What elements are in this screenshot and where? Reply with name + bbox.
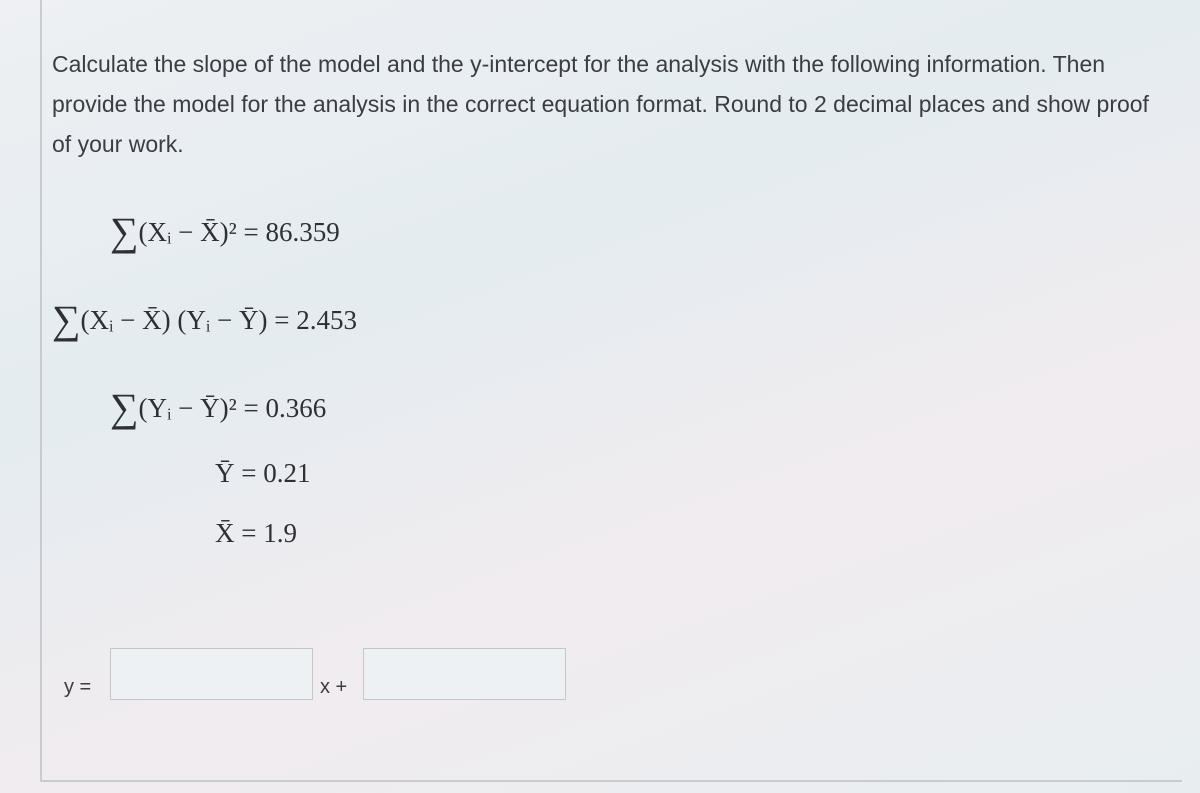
question-text: Calculate the slope of the model and the…	[52, 51, 1149, 157]
formula-text: (Yᵢ − Ȳ)² = 0.366	[138, 393, 327, 423]
formula-text: X̄ = 1.9	[215, 518, 297, 548]
formula: ∑(Xᵢ − X̄)² = 86.359	[110, 208, 340, 255]
intercept-input[interactable]	[363, 648, 566, 700]
sigma: ∑	[110, 385, 139, 430]
formula: ∑(Xᵢ − X̄) (Yᵢ − Ȳ) = 2.453	[52, 296, 357, 343]
y-label: y =	[64, 676, 92, 698]
formula: Ȳ = 0.21	[215, 458, 310, 489]
formula-text: (Xᵢ − X̄) (Yᵢ − Ȳ) = 2.453	[80, 305, 357, 335]
formula-text: Ȳ = 0.21	[215, 458, 311, 488]
formula: ∑(Yᵢ − Ȳ)² = 0.366	[110, 384, 326, 431]
formula: X̄ = 1.9	[215, 518, 297, 549]
slope-input[interactable]	[110, 648, 313, 700]
formula-text: (Xᵢ − X̄)² = 86.359	[138, 217, 340, 247]
x-label: x +	[320, 676, 348, 698]
sigma: ∑	[110, 209, 139, 254]
sigma: ∑	[52, 297, 81, 342]
question-frame	[40, 0, 1182, 782]
